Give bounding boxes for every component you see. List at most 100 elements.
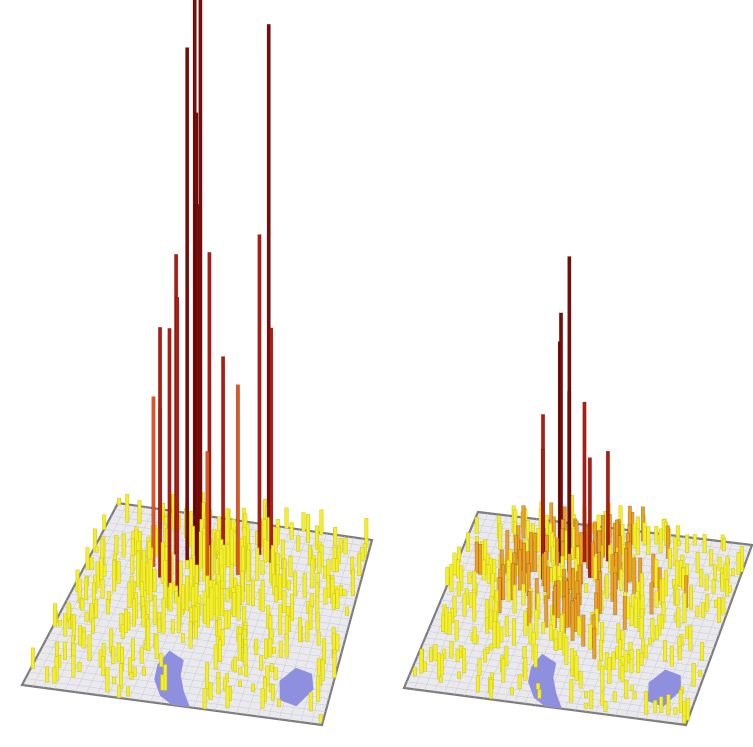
density-bar	[244, 664, 249, 677]
density-bar	[438, 676, 443, 683]
density-bar	[501, 658, 506, 683]
density-bar	[223, 678, 227, 691]
density-bar	[306, 513, 311, 543]
density-bar	[112, 676, 117, 685]
density-bar	[639, 616, 644, 640]
density-bar	[629, 685, 634, 691]
density-bar	[94, 598, 99, 619]
density-bar	[689, 585, 694, 610]
density-bar	[87, 634, 92, 661]
density-bar	[462, 593, 467, 617]
density-bar	[120, 646, 125, 665]
density-bar	[627, 541, 632, 583]
density-bar	[654, 526, 659, 545]
density-bar	[260, 580, 265, 612]
density-bar	[209, 586, 214, 620]
density-bar	[636, 649, 641, 674]
density-bar	[549, 624, 554, 641]
density-bar	[152, 595, 157, 626]
density-bar	[629, 606, 634, 627]
density-bar	[705, 594, 710, 612]
density-bar	[452, 552, 457, 575]
density-peak-bar	[158, 327, 162, 578]
density-bar	[736, 552, 741, 575]
density-bar	[633, 597, 638, 628]
density-bar	[268, 638, 273, 658]
density-bar	[111, 646, 116, 665]
density-bar	[521, 505, 526, 539]
density-bar	[713, 599, 718, 608]
density-bar	[618, 639, 623, 662]
density-bar	[711, 579, 716, 594]
density-bar	[273, 667, 278, 681]
density-bar	[678, 689, 683, 713]
density-bar	[684, 534, 689, 553]
density-bar	[564, 637, 569, 665]
density-bar	[293, 571, 298, 597]
density-bar	[632, 691, 637, 700]
density-bar	[208, 682, 213, 700]
density-bar	[326, 574, 331, 598]
density-bar	[157, 618, 162, 633]
density-bar	[335, 558, 339, 573]
density-bar	[673, 707, 678, 716]
river-water	[528, 653, 562, 709]
density-bar	[523, 657, 528, 681]
density-bar	[154, 634, 159, 660]
density-bar	[317, 552, 322, 573]
density-bar	[278, 604, 283, 636]
density-bar	[457, 671, 462, 679]
density-bar	[558, 631, 563, 650]
density-bar	[351, 569, 355, 597]
density-bar	[316, 658, 321, 676]
density-bar	[220, 629, 225, 646]
density-bar	[489, 609, 494, 629]
density-bar	[488, 679, 493, 699]
density-bar	[119, 663, 124, 689]
density-bar	[659, 696, 664, 713]
density-bar	[717, 556, 722, 571]
density-peak-bar	[185, 47, 190, 568]
density-bar	[129, 672, 134, 680]
density-bar	[654, 590, 659, 608]
density-bar	[731, 568, 735, 576]
density-bar	[457, 546, 462, 563]
density-bar	[622, 596, 627, 630]
density-bar	[120, 624, 125, 639]
density-bar	[308, 605, 313, 630]
density-bar	[546, 566, 551, 599]
density-bar	[533, 532, 538, 572]
density-bar	[574, 655, 579, 681]
density-bar	[599, 639, 604, 661]
density-bar	[534, 609, 539, 640]
density-bar	[236, 585, 241, 621]
density-bar	[648, 637, 653, 646]
density-bar	[289, 522, 294, 540]
density-bar	[632, 557, 637, 594]
density-bar	[639, 652, 644, 666]
density-bar	[180, 633, 185, 643]
density-bar	[704, 574, 709, 591]
density-bar	[84, 611, 89, 622]
density-bar	[619, 569, 624, 591]
density-peak-bar	[235, 384, 240, 576]
density-bar	[360, 547, 365, 562]
density-bar	[307, 545, 312, 566]
density-bar	[442, 648, 447, 659]
density-bar	[302, 572, 307, 598]
density-bar	[600, 621, 605, 643]
density-bar	[554, 638, 559, 651]
density-bar	[206, 596, 210, 628]
density-bar	[112, 559, 117, 592]
density-bar	[54, 641, 59, 658]
density-bar	[663, 640, 667, 662]
density-bar	[517, 673, 522, 690]
density-bar	[57, 619, 62, 627]
density-bar	[601, 514, 605, 558]
density-bar	[642, 522, 647, 545]
density-bar	[246, 584, 251, 605]
right-density-panel	[402, 256, 753, 727]
density-bar	[481, 559, 486, 581]
density-bar	[644, 691, 649, 715]
density-bar	[583, 702, 588, 709]
